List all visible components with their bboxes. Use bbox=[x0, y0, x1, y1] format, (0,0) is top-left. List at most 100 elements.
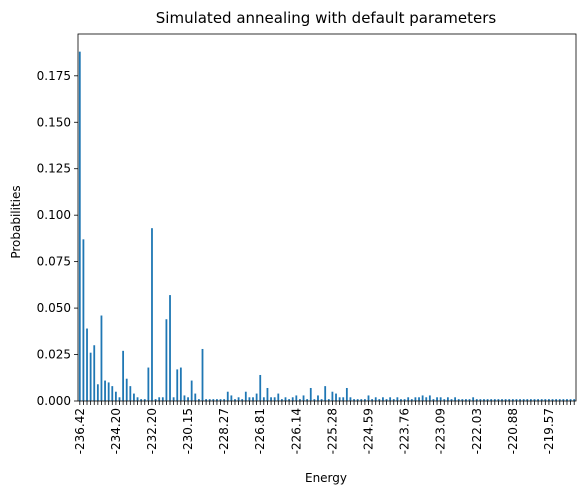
bar bbox=[270, 397, 272, 401]
bar bbox=[263, 397, 265, 401]
y-tick-label: 0.125 bbox=[37, 162, 71, 176]
x-tick-label: -222.03 bbox=[470, 408, 484, 454]
bar bbox=[176, 369, 178, 401]
y-tick-label: 0.100 bbox=[37, 208, 71, 222]
bar bbox=[382, 397, 384, 401]
chart-title: Simulated annealing with default paramet… bbox=[156, 9, 497, 27]
bar bbox=[238, 397, 240, 401]
bar bbox=[252, 397, 254, 401]
y-tick-label: 0.000 bbox=[37, 394, 71, 408]
bar bbox=[368, 395, 370, 401]
bar bbox=[187, 397, 189, 401]
bar bbox=[324, 386, 326, 401]
bar bbox=[454, 397, 456, 401]
bars-group bbox=[79, 52, 575, 401]
bar bbox=[317, 395, 319, 401]
bar bbox=[180, 368, 182, 401]
bar bbox=[137, 397, 139, 401]
y-tick-label: 0.175 bbox=[37, 69, 71, 83]
bar bbox=[429, 395, 431, 401]
bar bbox=[249, 397, 251, 401]
bar bbox=[422, 395, 424, 401]
bar bbox=[277, 394, 279, 401]
bar bbox=[230, 395, 232, 401]
bar bbox=[425, 397, 427, 401]
bar bbox=[86, 329, 88, 401]
bar bbox=[227, 392, 229, 401]
bar bbox=[90, 353, 92, 401]
bar bbox=[415, 397, 417, 401]
bar bbox=[418, 397, 420, 401]
bar bbox=[119, 397, 121, 401]
bar bbox=[274, 397, 276, 401]
x-tick-label: -228.27 bbox=[217, 408, 231, 454]
bar bbox=[285, 397, 287, 401]
bar bbox=[436, 397, 438, 401]
bar bbox=[375, 397, 377, 401]
x-axis-label: Energy bbox=[305, 471, 347, 485]
x-tick-label: -234.20 bbox=[109, 408, 123, 454]
x-tick-label: -220.88 bbox=[506, 408, 520, 454]
bar bbox=[126, 379, 128, 401]
bar bbox=[447, 397, 449, 401]
x-tick-label: -219.57 bbox=[542, 408, 556, 454]
bar bbox=[158, 397, 160, 401]
bar bbox=[111, 386, 113, 401]
bar bbox=[151, 228, 153, 401]
bar bbox=[440, 397, 442, 401]
bar bbox=[292, 397, 294, 401]
x-tick-label: -225.28 bbox=[325, 408, 339, 454]
bar bbox=[350, 397, 352, 401]
bar bbox=[407, 397, 409, 401]
bar bbox=[335, 394, 337, 401]
x-tick-label: -230.15 bbox=[181, 408, 195, 454]
x-tick-label: -224.59 bbox=[362, 408, 376, 454]
bar bbox=[93, 345, 95, 401]
bar bbox=[256, 394, 258, 401]
bar bbox=[133, 394, 135, 401]
bar bbox=[101, 316, 103, 401]
bar bbox=[267, 388, 269, 401]
bar bbox=[173, 397, 175, 401]
x-tick-label: -232.20 bbox=[145, 408, 159, 454]
bar bbox=[83, 239, 85, 401]
bar bbox=[389, 397, 391, 401]
bar bbox=[346, 388, 348, 401]
bar bbox=[129, 386, 131, 401]
bar bbox=[295, 395, 297, 401]
bar bbox=[184, 395, 186, 401]
bar bbox=[191, 381, 193, 401]
y-tick-label: 0.050 bbox=[37, 301, 71, 315]
y-tick-label: 0.150 bbox=[37, 115, 71, 129]
bar bbox=[169, 295, 171, 401]
bar bbox=[162, 397, 164, 401]
x-axis: -236.42 -234.20 -232.20 -230.15 -228.27 -226.… bbox=[73, 401, 574, 454]
bar bbox=[472, 397, 474, 401]
bar bbox=[194, 394, 196, 401]
bar bbox=[104, 381, 106, 401]
y-axis: 0.000 0.025 0.050 0.075 0.100 0.125 0.150 0.175 bbox=[37, 69, 78, 408]
bar bbox=[303, 395, 305, 401]
bar bbox=[108, 382, 110, 401]
y-tick-label: 0.075 bbox=[37, 255, 71, 269]
bar bbox=[310, 388, 312, 401]
bar bbox=[259, 375, 261, 401]
x-tick-label: -236.42 bbox=[73, 408, 87, 454]
x-tick-label: -226.14 bbox=[289, 408, 303, 454]
bar bbox=[79, 52, 81, 401]
x-tick-label: -223.09 bbox=[434, 408, 448, 454]
bar bbox=[166, 319, 168, 401]
y-tick-label: 0.025 bbox=[37, 348, 71, 362]
bar bbox=[339, 397, 341, 401]
bar bbox=[332, 392, 334, 401]
bar bbox=[396, 397, 398, 401]
bar bbox=[147, 368, 149, 401]
bar bbox=[122, 351, 124, 401]
bar bbox=[202, 349, 204, 401]
bar bbox=[115, 392, 117, 401]
bar bbox=[245, 392, 247, 401]
bar bbox=[97, 384, 99, 401]
bar bbox=[342, 397, 344, 401]
x-tick-label: -226.81 bbox=[253, 408, 267, 454]
